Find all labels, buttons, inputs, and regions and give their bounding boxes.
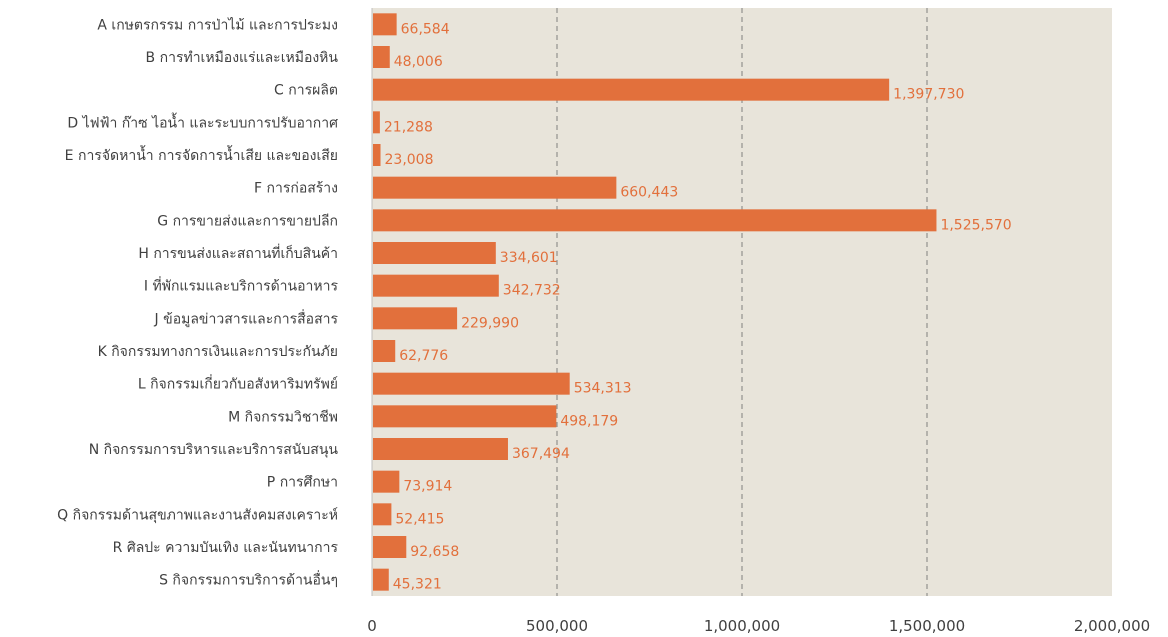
data-label: 21,288 (384, 119, 433, 135)
data-label: 52,415 (395, 511, 444, 527)
bar (373, 568, 389, 591)
x-tick-label: 2,000,000 (1074, 617, 1150, 635)
labels: 0 500,000 1,000,000 1,500,000 2,000,000 A เกษ… (57, 16, 1150, 635)
category-label: D ไฟฟ้า ก๊าซ ไอน้ำ และระบบการปรับอากาศ (67, 112, 338, 131)
bar (373, 209, 937, 232)
bar (373, 274, 499, 297)
x-tick-label: 1,500,000 (889, 617, 965, 635)
bar (373, 78, 890, 101)
category-label: G การขายส่งและการขายปลีก (157, 213, 338, 229)
bar (373, 438, 508, 460)
data-label: 498,179 (560, 413, 618, 429)
data-label: 23,008 (385, 152, 434, 168)
bar (373, 503, 392, 526)
category-label: A เกษตรกรรม การป่าไม้ และการประมง (97, 16, 338, 33)
category-label: K กิจกรรมทางการเงินและการประกันภัย (98, 344, 338, 360)
data-label: 367,494 (512, 446, 570, 462)
data-label: 534,313 (574, 381, 632, 397)
x-tick-label: 0 (367, 617, 377, 635)
bar (373, 372, 570, 395)
data-label: 73,914 (403, 479, 452, 495)
bar (373, 176, 617, 199)
category-label: R ศิลปะ ความบันเทิง และนันทนาการ (113, 540, 339, 556)
data-label: 660,443 (620, 185, 678, 201)
category-label: B การทำเหมืองแร่และเหมืองหิน (146, 50, 339, 66)
category-label: I ที่พักแรมและบริการด้านอาหาร (144, 277, 339, 295)
bar (373, 307, 458, 330)
data-label: 66,584 (401, 21, 450, 37)
data-label: 48,006 (394, 54, 443, 70)
data-label: 1,397,730 (893, 87, 964, 103)
bars (373, 13, 937, 591)
category-label: Q กิจกรรมด้านสุขภาพและงานสังคมสงเคราะห์ (57, 506, 338, 523)
category-label: C การผลิต (274, 83, 338, 99)
x-tick-label: 500,000 (526, 617, 588, 635)
data-label: 342,732 (503, 283, 561, 299)
bar (373, 405, 557, 428)
category-label: N กิจกรรมการบริหารและบริการสนับสนุน (89, 442, 339, 458)
category-label: L กิจกรรมเกี่ยวกับอสังหาริมทรัพย์ (138, 375, 338, 393)
bar (373, 13, 397, 36)
data-label: 92,658 (410, 544, 459, 560)
category-label: J ข้อมูลข่าวสารและการสื่อสาร (154, 309, 339, 327)
data-label: 45,321 (393, 577, 442, 593)
data-label: 334,601 (500, 250, 558, 266)
category-label: P การศึกษา (267, 475, 338, 491)
data-label: 1,525,570 (940, 217, 1011, 233)
x-tick-label: 1,000,000 (704, 617, 780, 635)
bar (373, 470, 400, 493)
category-label: E การจัดหาน้ำ การจัดการน้ำเสีย และของเสี… (65, 145, 338, 164)
data-label: 229,990 (461, 315, 519, 331)
bar (373, 111, 380, 134)
category-label: F การก่อสร้าง (254, 181, 338, 197)
category-label: S กิจกรรมการบริการด้านอื่นๆ (159, 571, 338, 589)
bar (373, 242, 496, 264)
bar (373, 46, 390, 68)
bar (373, 536, 407, 558)
category-label: M กิจกรรมวิชาชีพ (228, 409, 338, 425)
grid-lines (371, 8, 928, 596)
category-label: H การขนส่งและสถานที่เก็บสินค้า (138, 244, 338, 262)
data-label: 62,776 (399, 348, 448, 364)
bar (373, 144, 381, 166)
bar (373, 340, 396, 362)
